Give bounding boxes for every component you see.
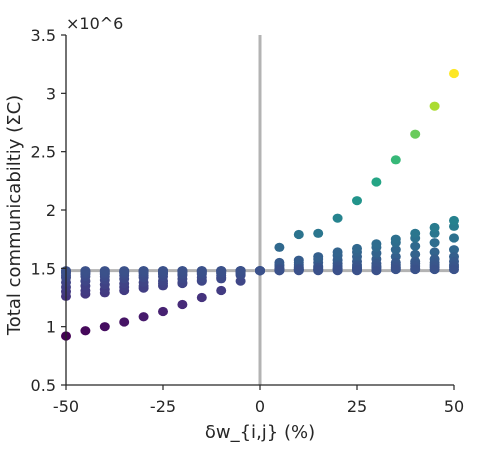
x-axis-ticks: -50 -25 0 25 50 bbox=[53, 385, 464, 416]
y-axis-exponent-label: ×10^6 bbox=[66, 14, 123, 33]
data-point bbox=[99, 266, 110, 276]
data-point bbox=[177, 299, 188, 310]
data-point bbox=[293, 255, 304, 265]
data-point bbox=[429, 238, 440, 248]
data-point bbox=[332, 247, 343, 257]
data-point bbox=[274, 242, 285, 252]
y-tick-label: 1 bbox=[46, 318, 56, 337]
data-point bbox=[352, 266, 362, 276]
data-point bbox=[80, 266, 91, 276]
x-axis-label: δw_{i,j} (%) bbox=[205, 422, 315, 443]
data-point bbox=[332, 266, 343, 276]
data-point bbox=[449, 68, 459, 79]
data-point bbox=[196, 266, 207, 276]
data-point bbox=[255, 266, 265, 276]
data-point bbox=[390, 245, 401, 255]
data-point bbox=[429, 247, 440, 257]
data-point bbox=[390, 264, 401, 275]
data-point bbox=[293, 229, 304, 240]
data-point bbox=[216, 266, 227, 276]
data-point bbox=[80, 326, 91, 336]
y-axis-label: Total communicabiltiy (ΣC) bbox=[4, 95, 25, 336]
data-point bbox=[410, 241, 421, 251]
y-tick-label: 2.5 bbox=[31, 143, 56, 162]
data-point bbox=[410, 249, 421, 259]
data-point bbox=[390, 155, 401, 165]
x-tick-label: 0 bbox=[255, 397, 265, 416]
data-point bbox=[196, 292, 207, 303]
data-point bbox=[352, 243, 362, 254]
data-point bbox=[429, 264, 440, 275]
data-point bbox=[371, 239, 382, 249]
data-point bbox=[449, 233, 459, 243]
data-point bbox=[332, 213, 343, 223]
y-axis-ticks: 0.5 1 1.5 2 2.5 3 3.5 bbox=[31, 26, 66, 395]
data-point bbox=[313, 266, 324, 276]
x-tick-label: 50 bbox=[444, 397, 464, 416]
data-point bbox=[449, 215, 459, 226]
data-point bbox=[410, 228, 421, 238]
data-point bbox=[410, 264, 421, 275]
data-point bbox=[429, 101, 440, 111]
x-tick-label: -25 bbox=[150, 397, 176, 416]
data-point bbox=[235, 266, 246, 276]
data-point bbox=[99, 322, 110, 332]
data-point bbox=[177, 266, 188, 276]
data-point bbox=[410, 129, 421, 139]
y-tick-label: 0.5 bbox=[31, 376, 56, 395]
y-tick-label: 2 bbox=[46, 201, 56, 220]
data-point bbox=[119, 317, 130, 327]
y-tick-label: 3 bbox=[46, 84, 56, 103]
data-point bbox=[390, 234, 401, 244]
data-point bbox=[138, 266, 149, 276]
reference-lines bbox=[66, 35, 454, 385]
data-point bbox=[138, 312, 149, 322]
data-point bbox=[371, 266, 382, 276]
data-point bbox=[352, 196, 362, 206]
data-point bbox=[371, 177, 382, 187]
data-point bbox=[293, 266, 304, 276]
data-point bbox=[119, 266, 130, 276]
data-point bbox=[216, 285, 227, 296]
data-points bbox=[61, 68, 459, 341]
data-point bbox=[158, 306, 168, 317]
data-point bbox=[158, 266, 168, 276]
x-tick-label: 25 bbox=[347, 397, 367, 416]
data-point bbox=[313, 252, 324, 262]
x-tick-label: -50 bbox=[53, 397, 79, 416]
data-point bbox=[313, 228, 324, 238]
data-point bbox=[449, 264, 459, 275]
data-point bbox=[274, 266, 285, 276]
data-point bbox=[449, 245, 459, 255]
y-tick-label: 3.5 bbox=[31, 26, 56, 45]
y-tick-label: 1.5 bbox=[31, 259, 56, 278]
data-point bbox=[429, 222, 440, 233]
